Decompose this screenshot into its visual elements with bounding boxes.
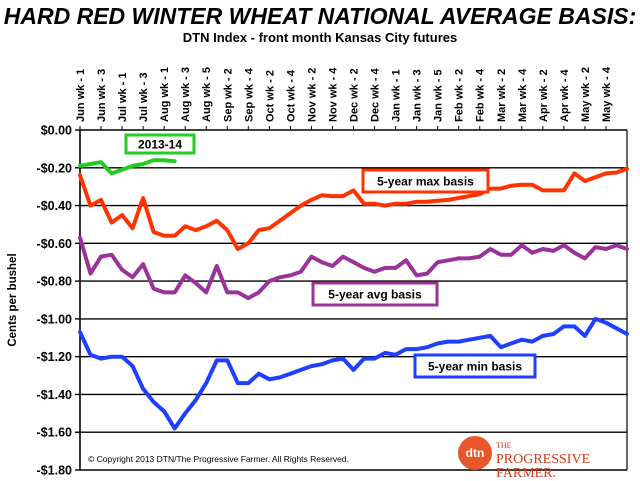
y-tick-label: -$1.00 bbox=[37, 312, 72, 326]
y-tick-label: $0.00 bbox=[41, 124, 72, 138]
x-tick-label: Aug wk - 5 bbox=[201, 67, 213, 122]
y-tick-label: -$0.60 bbox=[37, 237, 72, 251]
x-tick-label: Sep wk - 4 bbox=[243, 67, 255, 122]
x-tick-label: May wk - 4 bbox=[601, 66, 613, 122]
logo-line1: PROGRESSIVE bbox=[496, 452, 591, 467]
chart-title: HARD RED WINTER WHEAT NATIONAL AVERAGE B… bbox=[3, 3, 637, 29]
chart-subtitle: DTN Index - front month Kansas City futu… bbox=[182, 30, 458, 45]
x-tick-label: Jan wk - 1 bbox=[391, 69, 403, 122]
dtn-logo: dtn bbox=[458, 436, 492, 470]
x-tick-label: Feb wk - 2 bbox=[454, 69, 466, 122]
x-tick-label: May wk - 2 bbox=[580, 67, 592, 122]
annotation-label: 5-year avg basis bbox=[328, 288, 422, 302]
series-line bbox=[78, 235, 629, 301]
x-tick-label: Sep wk - 2 bbox=[222, 68, 234, 122]
progressive-farmer-logo: THE PROGRESSIVE FARMER. bbox=[496, 438, 590, 481]
copyright-text: © Copyright 2013 DTN/The Progressive Far… bbox=[88, 454, 349, 464]
logo-line2: FARMER. bbox=[496, 466, 557, 481]
x-tick-label: Oct wk - 4 bbox=[285, 69, 297, 122]
annotation-box bbox=[311, 281, 439, 307]
x-tick-label: Apr wk - 2 bbox=[538, 69, 550, 122]
x-tick-label: Dec wk - 2 bbox=[349, 68, 361, 122]
x-tick-label: Jan wk - 3 bbox=[412, 69, 424, 122]
x-tick-label: Jun wk - 3 bbox=[96, 69, 108, 122]
annotation-box bbox=[361, 168, 490, 194]
x-tick-label: Aug wk - 1 bbox=[159, 67, 171, 122]
series-line bbox=[78, 166, 629, 251]
y-tick-label: -$1.40 bbox=[37, 388, 72, 402]
x-tick-label: Jul wk - 3 bbox=[138, 72, 150, 122]
annotation-label: 5-year max basis bbox=[377, 175, 474, 189]
annotation-label: 2013-14 bbox=[138, 138, 182, 152]
y-tick-label: -$1.60 bbox=[37, 426, 72, 440]
y-tick-label: -$1.80 bbox=[37, 464, 72, 478]
y-axis-label: Cents per bushel bbox=[7, 253, 19, 346]
x-tick-label: Jun wk - 1 bbox=[75, 69, 87, 122]
annotation-box bbox=[124, 133, 196, 155]
x-tick-label: Nov wk - 4 bbox=[327, 67, 339, 122]
y-tick-label: -$0.80 bbox=[37, 275, 72, 289]
x-tick-label: Dec wk - 4 bbox=[370, 67, 382, 122]
logo-prefix: THE bbox=[496, 441, 512, 450]
x-tick-label: Oct wk - 2 bbox=[264, 70, 276, 122]
y-tick-label: -$1.20 bbox=[37, 350, 72, 364]
x-tick-label: Mar wk - 4 bbox=[517, 68, 529, 122]
y-tick-label: -$0.20 bbox=[37, 161, 72, 175]
x-tick-label: Mar wk - 2 bbox=[496, 69, 508, 122]
x-tick-label: Jan wk - 5 bbox=[433, 69, 445, 122]
x-tick-label: Apr wk - 4 bbox=[559, 69, 571, 122]
series-line bbox=[78, 158, 177, 176]
x-tick-label: Nov wk - 2 bbox=[306, 68, 318, 122]
x-tick-label: Jul wk - 1 bbox=[117, 72, 129, 122]
annotation-label: 5-year min basis bbox=[428, 360, 522, 374]
x-tick-label: Aug wk - 3 bbox=[180, 67, 192, 122]
annotation-box bbox=[413, 353, 537, 379]
series-line bbox=[78, 316, 629, 431]
y-tick-label: -$0.40 bbox=[37, 199, 72, 213]
x-tick-label: Feb wk - 4 bbox=[475, 68, 487, 122]
